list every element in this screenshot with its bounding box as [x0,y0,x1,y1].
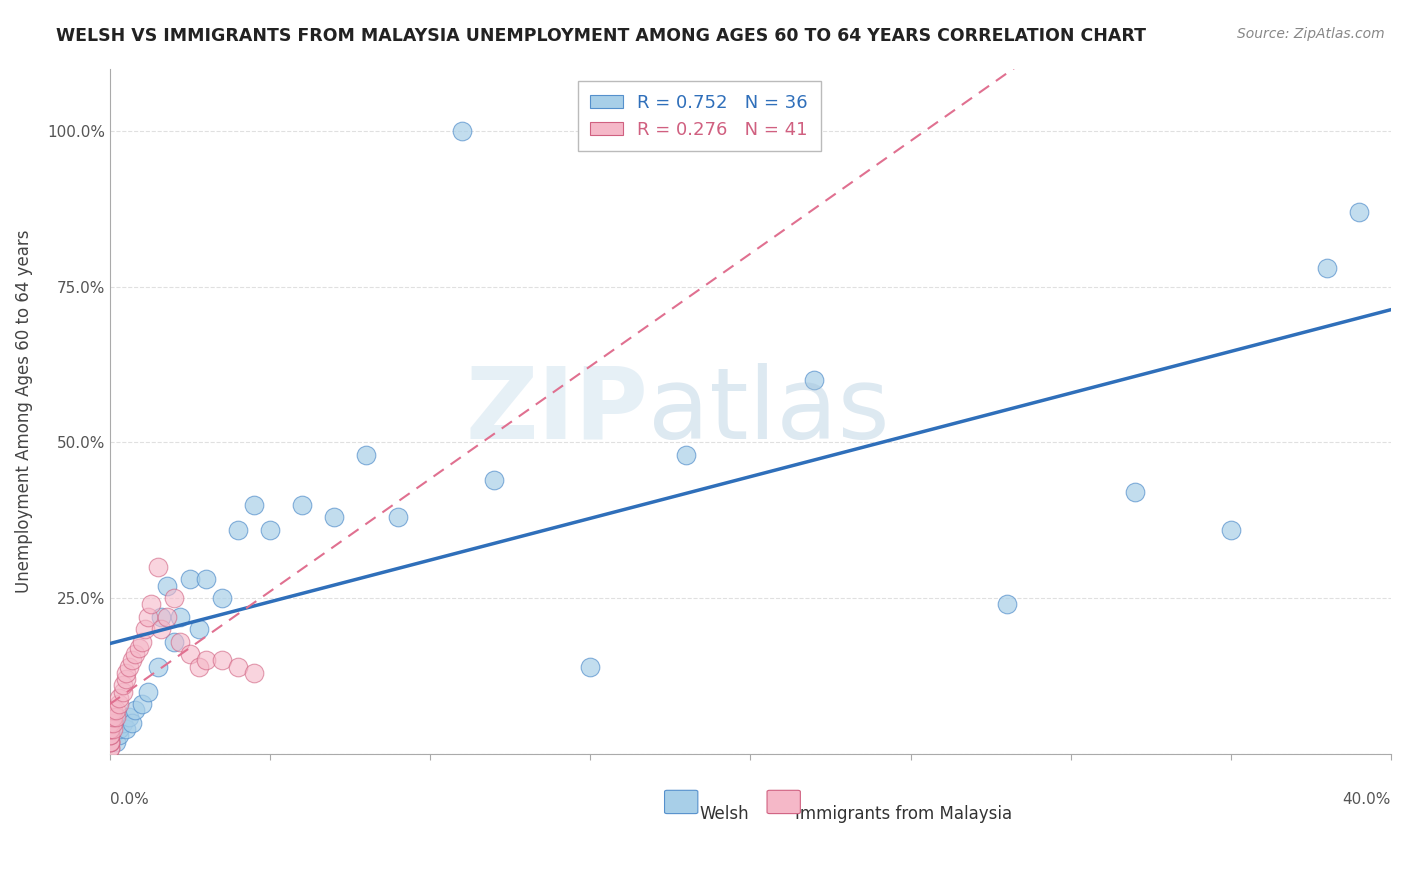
Point [134,623,156,637]
Point [146,560,169,574]
Point [114,672,136,686]
Point [124,647,146,661]
Point [111,678,134,692]
Point [98,722,121,736]
Point [354,448,377,462]
Text: Welsh: Welsh [699,805,749,823]
Point [156,610,179,624]
Point [179,573,201,587]
Point [211,653,233,667]
Point [387,510,409,524]
Point [1348,204,1371,219]
Point [98,734,121,748]
Point [118,659,141,673]
Point [105,734,128,748]
Text: Source: ZipAtlas.com: Source: ZipAtlas.com [1237,27,1385,41]
Point [1123,485,1146,500]
Point [259,523,281,537]
Point [114,722,136,736]
Text: atlas: atlas [648,363,890,459]
Point [323,510,346,524]
Point [156,579,179,593]
Point [188,659,211,673]
Point [1316,260,1339,275]
Text: Immigrants from Malaysia: Immigrants from Malaysia [796,805,1012,823]
Point [194,573,217,587]
Point [108,690,131,705]
Point [98,728,121,742]
Point [179,647,201,661]
Point [121,653,143,667]
Text: 0.0%: 0.0% [110,792,149,806]
Point [114,665,136,680]
Point [111,715,134,730]
Legend: R = 0.752   N = 36, R = 0.276   N = 41: R = 0.752 N = 36, R = 0.276 N = 41 [578,81,821,152]
Point [226,659,249,673]
Point [194,653,217,667]
Y-axis label: Unemployment Among Ages 60 to 64 years: Unemployment Among Ages 60 to 64 years [15,229,32,593]
Point [675,448,697,462]
FancyBboxPatch shape [768,790,800,814]
Point [150,610,173,624]
Point [163,591,186,606]
Point [188,623,211,637]
Text: 40.0%: 40.0% [1343,792,1391,806]
Point [98,734,121,748]
Point [482,473,505,487]
Text: ZIP: ZIP [465,363,648,459]
Point [98,715,121,730]
Point [136,684,159,698]
Point [101,703,124,717]
Point [995,598,1018,612]
Point [101,715,124,730]
Point [105,703,128,717]
Point [141,598,163,612]
Point [98,740,121,755]
Point [169,610,191,624]
Point [451,124,474,138]
Point [163,635,186,649]
Point [111,684,134,698]
Point [243,498,266,512]
FancyBboxPatch shape [665,790,697,814]
Point [226,523,249,537]
Point [1219,523,1241,537]
Point [98,728,121,742]
Point [146,659,169,673]
Point [98,722,121,736]
Point [101,709,124,723]
Point [243,665,266,680]
Point [108,722,131,736]
Point [150,623,173,637]
Point [803,373,825,387]
Point [131,697,153,711]
Point [108,697,131,711]
Point [291,498,314,512]
Point [211,591,233,606]
Point [128,640,150,655]
Point [105,709,128,723]
Text: WELSH VS IMMIGRANTS FROM MALAYSIA UNEMPLOYMENT AMONG AGES 60 TO 64 YEARS CORRELA: WELSH VS IMMIGRANTS FROM MALAYSIA UNEMPL… [56,27,1146,45]
Point [101,722,124,736]
Point [124,703,146,717]
Point [98,740,121,755]
Point [579,659,602,673]
Point [108,728,131,742]
Point [121,715,143,730]
Point [118,709,141,723]
Point [136,610,159,624]
Point [131,635,153,649]
Point [98,734,121,748]
Point [169,635,191,649]
